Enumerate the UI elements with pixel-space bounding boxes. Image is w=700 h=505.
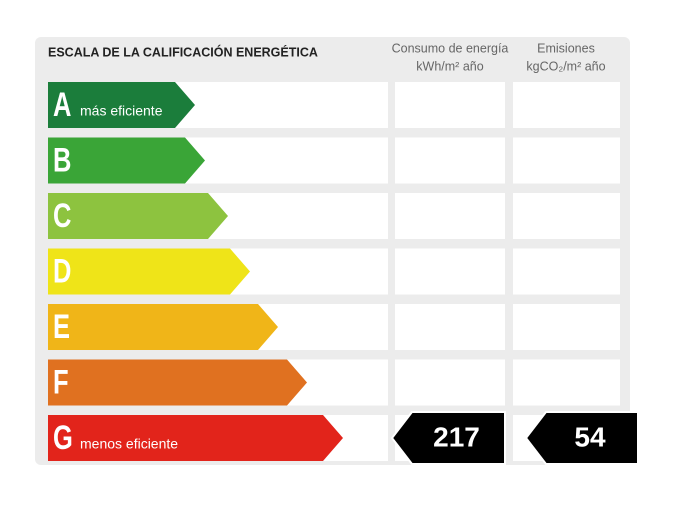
value-cell [513, 359, 620, 406]
rating-arrow [48, 415, 343, 461]
value-cell [395, 304, 505, 350]
value-cell [395, 359, 505, 406]
value-text: 54 [574, 421, 606, 452]
rating-arrow [48, 359, 307, 406]
rating-arrow [48, 304, 278, 350]
value-badge [524, 411, 639, 465]
value-cell [513, 82, 620, 128]
value-cell [395, 82, 505, 128]
value-cell [395, 248, 505, 295]
rating-letter: G [53, 420, 73, 457]
rating-letter: E [53, 309, 70, 346]
rating-arrow [48, 82, 195, 128]
value-cell [395, 193, 505, 239]
value-cell [513, 193, 620, 239]
column-header: Emisiones [537, 41, 595, 55]
value-cell [395, 137, 505, 184]
rating-label: más eficiente [80, 103, 163, 119]
value-cell [513, 137, 620, 184]
value-text: 217 [433, 421, 480, 452]
value-badge [390, 411, 506, 465]
rating-letter: C [53, 198, 71, 235]
column-header: Consumo de energía [392, 41, 509, 55]
rating-label: menos eficiente [80, 436, 178, 452]
value-cell [513, 304, 620, 350]
column-unit: kgCO₂/m² año [526, 59, 605, 73]
rating-letter: B [53, 142, 71, 179]
rating-letter: F [53, 364, 69, 401]
rating-arrow [48, 137, 205, 184]
value-cell [513, 248, 620, 295]
rating-arrow [48, 248, 250, 295]
column-unit: kWh/m² año [416, 59, 483, 73]
title: ESCALA DE LA CALIFICACIÓN ENERGÉTICA [48, 44, 318, 59]
rating-letter: D [53, 253, 71, 290]
rating-arrow [48, 193, 228, 239]
rating-letter: A [53, 87, 71, 124]
